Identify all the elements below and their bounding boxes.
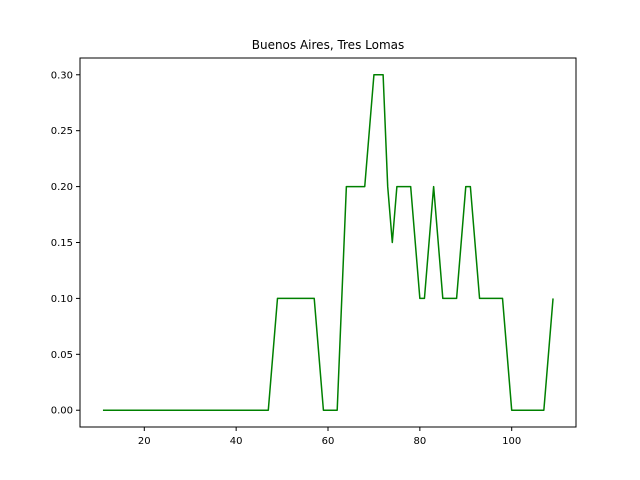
chart-title: Buenos Aires, Tres Lomas [252,38,405,52]
y-tick-label: 0.25 [51,126,73,137]
x-tick-label: 40 [230,436,243,447]
plot-area [102,74,554,411]
x-tick-label: 20 [138,436,151,447]
y-tick-label: 0.20 [51,182,73,193]
x-tick-label: 60 [322,436,335,447]
y-tick-label: 0.30 [51,70,73,81]
y-tick-label: 0.15 [51,238,73,249]
axes: 20 40 60 80 100 0.00 0.05 0.10 0.15 0.20 0.25 0.30 [51,57,577,447]
y-tick-label: 0.05 [51,350,73,361]
y-tick-label: 0.10 [51,294,73,305]
x-tick-label: 100 [502,436,521,447]
y-tick-label: 0.00 [51,406,73,417]
series-line-0 [102,74,554,411]
x-tick-label: 80 [413,436,426,447]
